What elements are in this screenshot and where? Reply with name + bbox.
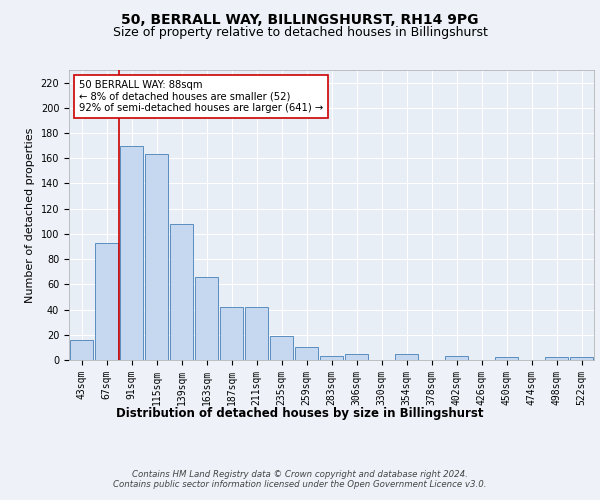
Text: Distribution of detached houses by size in Billingshurst: Distribution of detached houses by size … bbox=[116, 408, 484, 420]
Text: Contains HM Land Registry data © Crown copyright and database right 2024.
Contai: Contains HM Land Registry data © Crown c… bbox=[113, 470, 487, 490]
Bar bbox=[145, 154, 169, 360]
Bar bbox=[569, 358, 593, 360]
Bar bbox=[395, 354, 418, 360]
Bar bbox=[295, 348, 319, 360]
Bar bbox=[494, 358, 518, 360]
Bar bbox=[95, 242, 118, 360]
Text: 50 BERRALL WAY: 88sqm
← 8% of detached houses are smaller (52)
92% of semi-detac: 50 BERRALL WAY: 88sqm ← 8% of detached h… bbox=[79, 80, 323, 114]
Bar bbox=[170, 224, 193, 360]
Text: Size of property relative to detached houses in Billingshurst: Size of property relative to detached ho… bbox=[113, 26, 487, 39]
Bar bbox=[194, 277, 218, 360]
Bar bbox=[245, 307, 268, 360]
Bar bbox=[220, 307, 244, 360]
Bar bbox=[70, 340, 94, 360]
Bar bbox=[269, 336, 293, 360]
Bar bbox=[545, 358, 568, 360]
Bar bbox=[445, 356, 469, 360]
Bar bbox=[119, 146, 143, 360]
Bar bbox=[344, 354, 368, 360]
Text: 50, BERRALL WAY, BILLINGSHURST, RH14 9PG: 50, BERRALL WAY, BILLINGSHURST, RH14 9PG bbox=[121, 12, 479, 26]
Y-axis label: Number of detached properties: Number of detached properties bbox=[25, 128, 35, 302]
Bar bbox=[320, 356, 343, 360]
